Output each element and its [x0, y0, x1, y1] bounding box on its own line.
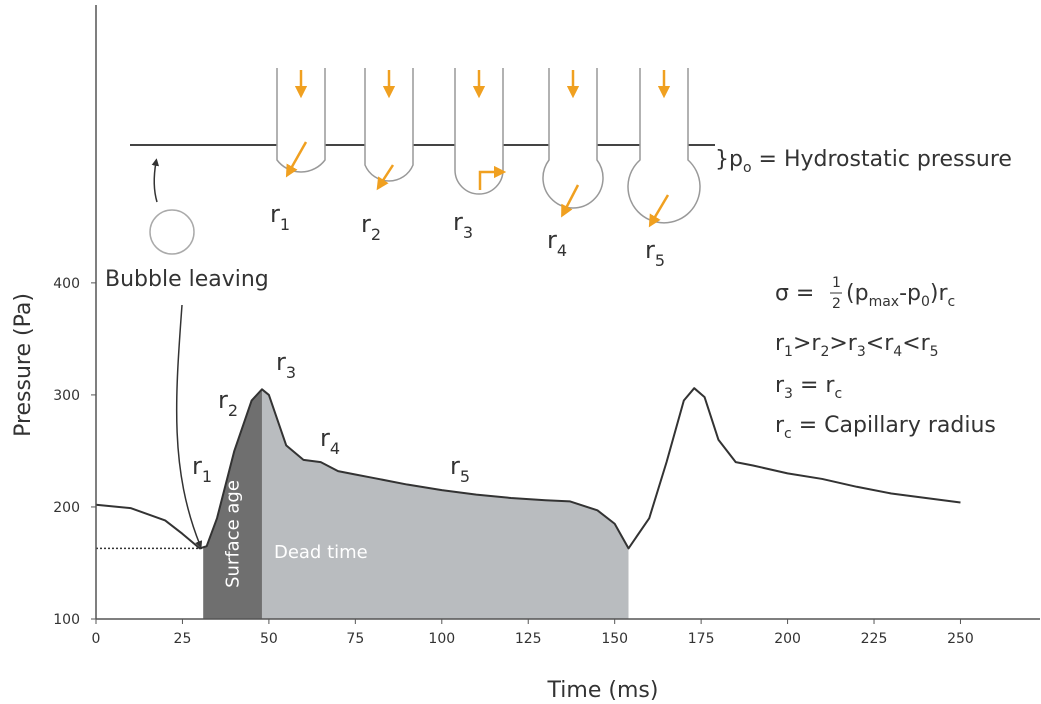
curve-label-sub: 3 [286, 363, 296, 382]
curve-label-sub: 4 [330, 439, 340, 458]
capillary [627, 68, 701, 224]
x-tick-label: 125 [515, 631, 542, 647]
x-tick-label: 0 [92, 631, 101, 647]
curve-label-main: r [218, 386, 228, 414]
y-tick-label: 400 [53, 276, 80, 292]
formula: r3 = rc [775, 373, 842, 402]
region-label: Surface age [223, 480, 244, 588]
pointer-arrow [151, 158, 160, 203]
x-tick-label: 25 [174, 631, 192, 647]
bubble-label: r1 [270, 200, 290, 234]
bubble-label: r2 [361, 210, 381, 244]
region-label: Dead time [274, 542, 368, 563]
region [203, 389, 262, 619]
formulas: σ = 1 2 (pmax-p0)rc r1>r2>r3<r4<r5 r3 = … [775, 275, 996, 442]
data-line [95, 387, 961, 550]
bubble-label-main: r [547, 226, 557, 254]
curve-label-sub: 2 [228, 401, 238, 420]
curve-label-sub: 5 [460, 467, 470, 486]
capillary [542, 68, 604, 209]
x-tick-label: 75 [346, 631, 364, 647]
formula: r1>r2>r3<r4<r5 [775, 331, 939, 360]
bubble-label-main: r [645, 236, 655, 264]
x-tick-label: 175 [688, 631, 715, 647]
flow-arrows [285, 70, 671, 228]
hydrostatic-label: }po = Hydrostatic pressure [715, 147, 1012, 176]
curve-label-main: r [320, 424, 330, 452]
bubble-label-sub: 3 [463, 223, 473, 242]
bubble-label-sub: 5 [655, 251, 665, 270]
bubble-label: r4 [547, 226, 567, 260]
x-tick-label: 200 [774, 631, 801, 647]
x-tick-label: 250 [947, 631, 974, 647]
curve-label-main: r [276, 348, 286, 376]
bubble-leaving-label: Bubble leaving [105, 267, 269, 292]
pointer-arrow [175, 304, 203, 549]
bubble-label-sub: 2 [371, 225, 381, 244]
y-tick-label: 200 [53, 500, 80, 516]
curve-label: r5 [450, 452, 470, 486]
y-axis-title: Pressure (Pa) [11, 293, 36, 437]
curve-label-sub: 1 [202, 467, 212, 486]
y-tick-label: 100 [53, 612, 80, 628]
formula: rc = Capillary radius [775, 413, 996, 442]
x-tick-label: 225 [861, 631, 888, 647]
capillary-diagram: Bubble leaving }po = Hydrostatic pressur… [105, 68, 1012, 549]
formula: (pmax-p0)rc [846, 281, 955, 310]
formula: σ = [775, 281, 821, 306]
x-axis-title: Time (ms) [547, 678, 659, 703]
bubble-label: r3 [453, 208, 473, 242]
curve-label-main: r [450, 452, 460, 480]
curve-label: r1 [192, 452, 212, 486]
capillary [276, 68, 326, 173]
curve-label: r3 [276, 348, 296, 382]
bubble-label-sub: 1 [280, 215, 290, 234]
formula: 2 [832, 296, 841, 312]
capillary [364, 68, 414, 182]
bubble-label-main: r [270, 200, 280, 228]
formula: 1 [832, 275, 841, 291]
bubble-label-main: r [453, 208, 463, 236]
x-tick-label: 50 [260, 631, 278, 647]
x-tick-label: 100 [428, 631, 455, 647]
bubble-label-main: r [361, 210, 371, 238]
leaving-bubble [149, 209, 195, 255]
bubble-label-sub: 4 [557, 241, 567, 260]
region [261, 389, 629, 619]
bubble-label: r5 [645, 236, 665, 270]
x-tick-label: 150 [601, 631, 628, 647]
curve-label-main: r [192, 452, 202, 480]
curve-label: r2 [218, 386, 238, 420]
curve-label: r4 [320, 424, 340, 458]
y-tick-label: 300 [53, 388, 80, 404]
